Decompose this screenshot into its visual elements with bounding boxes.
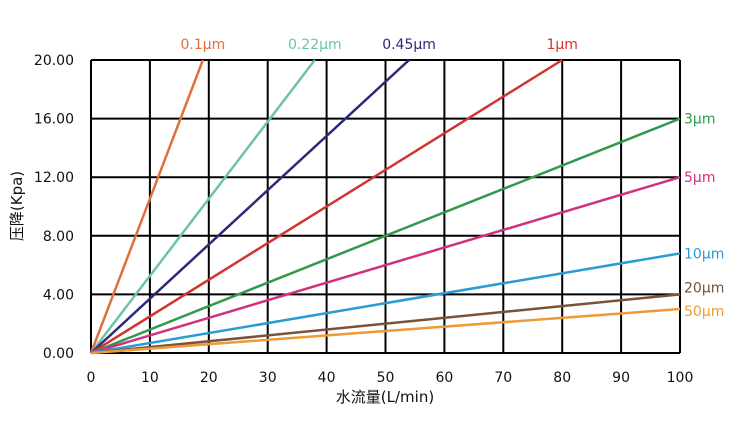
y-tick-label: 8.00 — [43, 229, 74, 245]
x-tick-label: 30 — [259, 370, 277, 386]
x-tick-label: 60 — [435, 370, 453, 386]
series-line — [90, 59, 316, 354]
series-line — [90, 176, 681, 355]
x-axis-title: 水流量(L/min) — [336, 388, 434, 406]
x-tick-label: 0 — [87, 370, 96, 386]
series-line — [90, 58, 563, 355]
y-tick-label: 4.00 — [43, 287, 74, 303]
series-label: 0.45µm — [382, 37, 436, 53]
tick-labels: 0 10 20 30 40 50 60 70 80 90 100 0.00 4.00 8.00 12.00 1… — [34, 53, 693, 386]
series-label: 50µm — [684, 304, 724, 320]
y-tick-label: 12.00 — [34, 170, 74, 186]
series-labels: 0.1µm 0.22µm 0.45µm 1µm 3µm 5µm 10µm 20µm 50µm — [181, 37, 725, 320]
y-axis-title: 压降(Kpa) — [8, 171, 26, 241]
series-line — [90, 117, 681, 355]
series-label: 1µm — [546, 37, 577, 53]
series-line — [90, 307, 681, 355]
grid — [90, 59, 681, 354]
x-tick-label: 100 — [667, 370, 694, 386]
series-line — [90, 293, 681, 355]
series-line — [89, 59, 205, 354]
x-tick-label: 10 — [141, 370, 159, 386]
y-tick-label: 0.00 — [43, 346, 74, 362]
y-tick-label: 20.00 — [34, 53, 74, 69]
y-tick-label: 16.00 — [34, 112, 74, 128]
series-lines — [89, 58, 681, 355]
x-tick-label: 40 — [318, 370, 336, 386]
series-label: 5µm — [684, 170, 715, 186]
x-tick-label: 50 — [377, 370, 395, 386]
x-tick-label: 90 — [612, 370, 630, 386]
series-label: 0.22µm — [288, 37, 342, 53]
series-label: 10µm — [684, 246, 724, 262]
series-label: 20µm — [684, 280, 724, 296]
x-tick-label: 20 — [200, 370, 218, 386]
x-tick-label: 80 — [553, 370, 571, 386]
series-line — [90, 252, 681, 355]
series-label: 0.1µm — [181, 37, 226, 53]
series-label: 3µm — [684, 112, 715, 128]
x-tick-label: 70 — [494, 370, 512, 386]
series-line — [90, 59, 410, 354]
